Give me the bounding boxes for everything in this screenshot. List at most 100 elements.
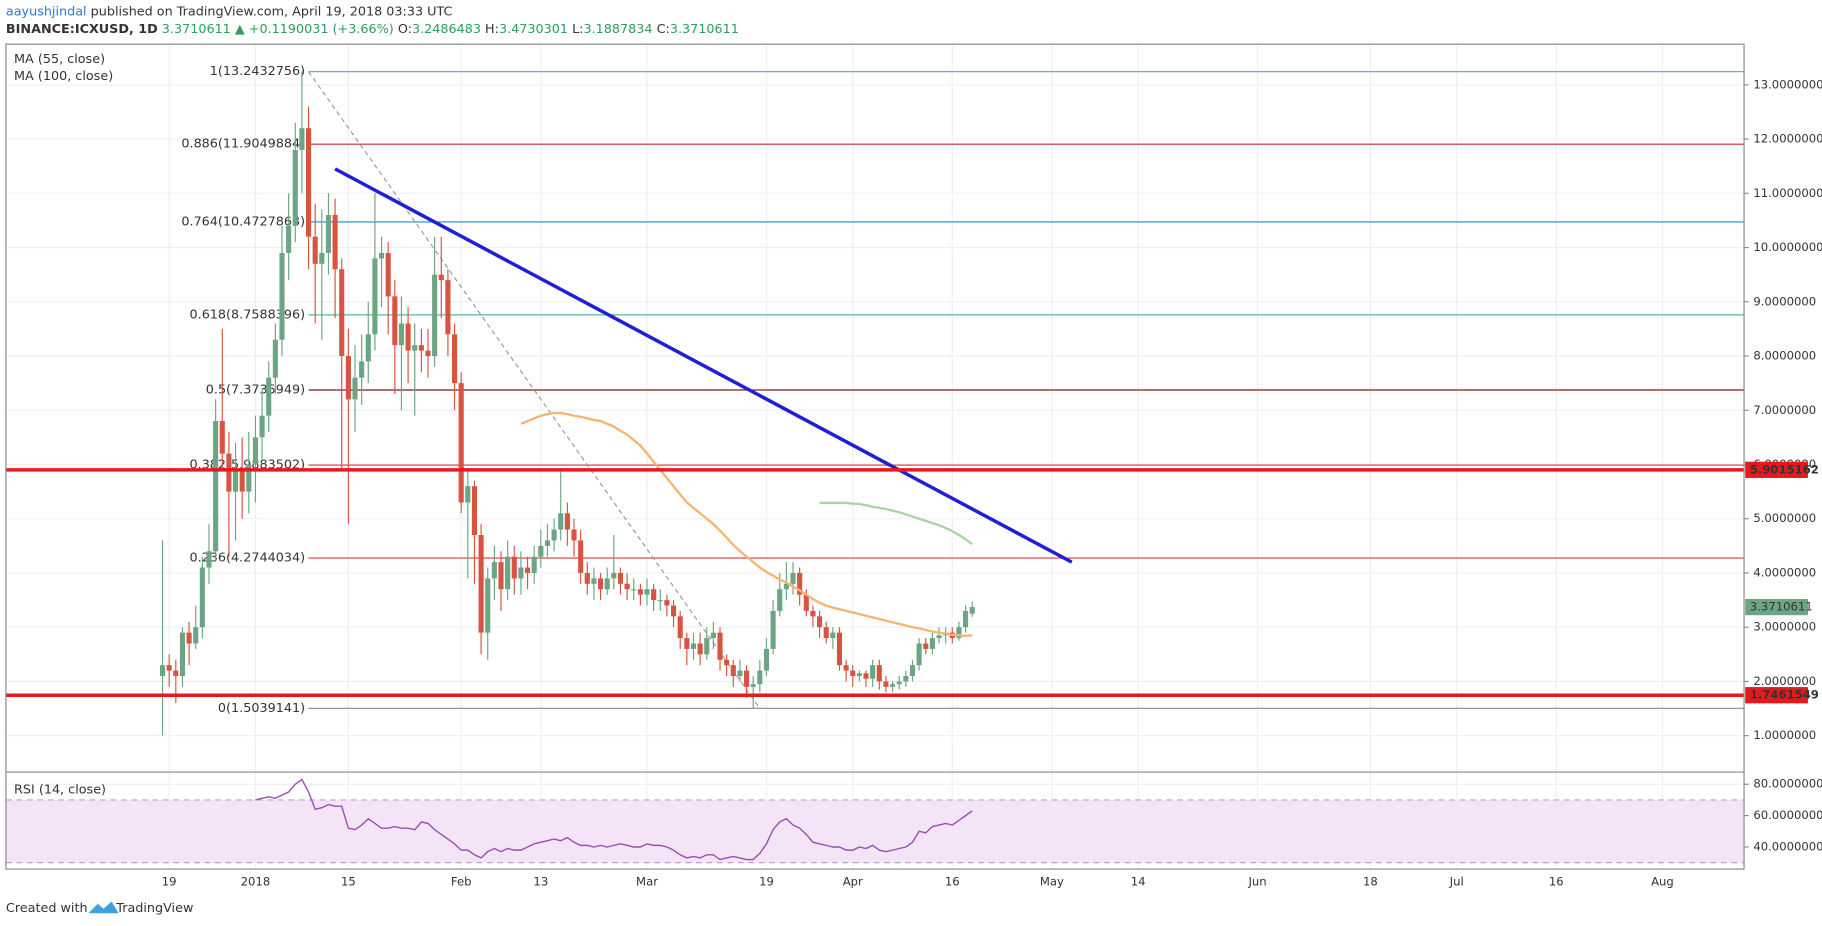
candle-body — [166, 665, 172, 671]
candle-body — [817, 616, 823, 628]
ohlc-value: 3.3710611 — [670, 22, 739, 37]
candle-body — [498, 562, 504, 590]
y-tick-label: 3.0000000 — [1753, 620, 1816, 634]
candle-body — [770, 610, 776, 649]
y-tick-label: 5.0000000 — [1753, 511, 1816, 525]
candle-body — [936, 635, 942, 639]
moving-average — [520, 411, 973, 638]
candle-body — [206, 551, 212, 568]
candle-body — [710, 632, 716, 639]
fib-label: 0(1.5039141) — [218, 701, 305, 716]
candle-body — [797, 572, 803, 595]
candle-body — [637, 589, 643, 595]
candle-body — [159, 665, 166, 677]
candle-body — [286, 225, 292, 253]
grid — [5, 44, 1745, 870]
symbol: BINANCE:ICXUSD, 1D — [6, 22, 158, 37]
candle-body — [378, 252, 385, 259]
candle-body — [598, 578, 604, 590]
candle-body — [963, 610, 969, 628]
candle-body — [385, 252, 391, 297]
candle-body — [724, 659, 730, 666]
y-tick-label: 10.0000000 — [1753, 240, 1822, 254]
candle-body — [173, 670, 179, 677]
ohlc-label: L: — [572, 22, 583, 37]
candle-body — [903, 676, 909, 682]
candle-body — [226, 453, 232, 492]
ohlc-label: C: — [657, 22, 670, 37]
candle-body — [445, 280, 451, 335]
candle-body — [465, 486, 471, 503]
trendline — [334, 167, 1073, 564]
candle-body — [810, 610, 816, 617]
candle-body — [485, 578, 491, 633]
fib-label: 0.764(10.4727863) — [181, 214, 305, 229]
x-tick-label: Mar — [636, 874, 658, 888]
candle-body — [505, 556, 511, 590]
y-tick-label: 4.0000000 — [1753, 565, 1816, 579]
candle-body — [365, 334, 371, 362]
candle-body — [292, 149, 298, 226]
candle-body — [664, 600, 670, 606]
last-price: 3.3710611 — [162, 22, 231, 37]
candle-body — [266, 377, 272, 416]
candle-body — [458, 383, 464, 503]
candle-body — [956, 627, 962, 639]
candle-body — [312, 236, 318, 264]
candle-body — [432, 274, 438, 357]
candle-body — [213, 421, 219, 552]
published: published on TradingView.com, April 19, … — [87, 4, 453, 19]
y-tick-label: 13.0000000 — [1753, 77, 1822, 91]
candle-body — [856, 673, 862, 677]
fib-label: 1(13.2432756) — [210, 64, 305, 79]
fib-label: 0.236(4.2744034) — [190, 551, 306, 566]
rsi-tick-label: 40.0000000 — [1753, 839, 1822, 853]
candle-body — [611, 572, 617, 579]
header-line-2: BINANCE:ICXUSD, 1D 3.3710611 ▲ +0.119003… — [6, 22, 739, 37]
candle-body — [591, 578, 597, 584]
candle-body — [319, 252, 325, 264]
candle-body — [730, 665, 736, 677]
candle-body — [232, 469, 239, 492]
candle-body — [186, 632, 192, 644]
x-tick-label: 18 — [1363, 874, 1378, 888]
x-tick-label: Feb — [451, 874, 472, 888]
candle-body — [199, 567, 205, 628]
author[interactable]: aayushjindal — [6, 4, 87, 19]
rsi-tick-label: 60.0000000 — [1753, 808, 1822, 822]
candle-body — [876, 665, 882, 682]
candle-body — [651, 589, 657, 601]
price-tag — [1745, 687, 1808, 704]
candle-body — [359, 361, 365, 378]
candle-body — [631, 589, 637, 591]
candle-body — [219, 421, 225, 454]
candle-body — [584, 572, 590, 584]
candle-body — [909, 665, 916, 677]
candle-body — [843, 665, 849, 671]
legend-ma55: MA (55, close) — [14, 52, 105, 67]
candle-body — [305, 128, 312, 237]
candle-body — [299, 128, 305, 150]
x-tick-label: Jun — [1248, 874, 1267, 888]
candle-body — [246, 464, 252, 492]
y-tick-label: 1.0000000 — [1753, 728, 1816, 742]
x-tick-label: 2018 — [241, 874, 271, 888]
ohlc-label: O: — [398, 22, 412, 37]
candle-body — [870, 665, 876, 679]
candle-body — [657, 600, 663, 602]
ohlc-value: 3.4730301 — [499, 22, 568, 37]
candle-body — [923, 643, 929, 649]
candle-body — [524, 567, 531, 573]
last-price-label: 3.3710611 — [1750, 600, 1813, 614]
footer-brand[interactable]: TradingView — [115, 901, 193, 916]
candle-body — [239, 469, 245, 492]
candle-body — [697, 643, 703, 655]
x-tick-label: 15 — [341, 874, 356, 888]
x-tick-label: Apr — [843, 874, 863, 888]
candle-body — [896, 681, 902, 685]
ohlc-value: 3.2486483 — [412, 22, 481, 37]
candle-body — [624, 583, 630, 590]
x-tick-label: 14 — [1131, 874, 1146, 888]
